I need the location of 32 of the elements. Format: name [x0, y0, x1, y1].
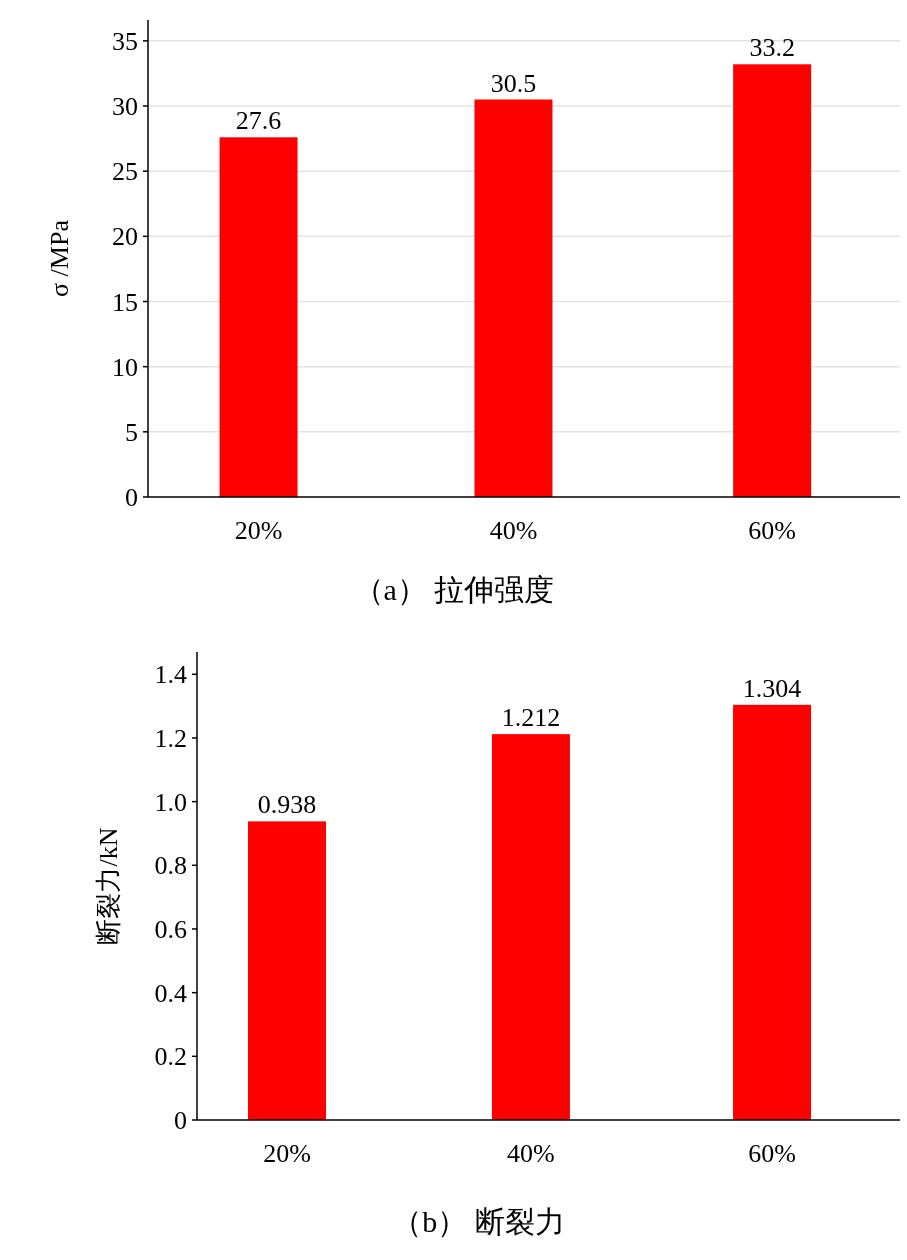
y-tick-label: 0.2: [154, 1042, 187, 1072]
data-label: 33.2: [749, 33, 795, 63]
y-tick-label: 30: [112, 92, 138, 122]
data-label: 30.5: [490, 68, 537, 98]
y-tick-label: 0.6: [154, 914, 187, 944]
text: （a） 拉伸强度: [353, 573, 555, 606]
x-tick-label: 20%: [234, 516, 283, 545]
y-tick-label: 10: [112, 352, 138, 382]
y-axis-title: 断裂力/kN: [94, 827, 123, 945]
y-tick-label: 25: [112, 157, 138, 187]
y-tick-label: 5: [125, 417, 138, 447]
y-tick-label: 0.8: [154, 851, 187, 881]
y-tick-label: 1.4: [154, 660, 187, 690]
y-tick-label: 1.2: [154, 723, 187, 753]
data-label: 1.304: [742, 673, 802, 703]
data-label: 27.6: [235, 106, 282, 136]
x-tick-label: 40%: [507, 1139, 555, 1168]
data-label: 0.938: [257, 790, 317, 820]
x-tick-label: 20%: [263, 1139, 311, 1168]
y-tick-label: 1.0: [154, 787, 187, 817]
text: （b） 断裂力: [392, 1205, 565, 1238]
y-tick-label: 0: [125, 483, 138, 512]
y-tick-label: 0: [174, 1106, 187, 1135]
y-axis-title: σ /MPa: [45, 219, 74, 297]
x-tick-label: 60%: [748, 516, 796, 545]
x-tick-label: 60%: [748, 1139, 796, 1168]
y-tick-label: 0.4: [154, 978, 187, 1008]
data-label: 1.212: [501, 703, 561, 733]
y-tick-label: 20: [112, 222, 138, 252]
y-tick-label: 15: [112, 287, 138, 317]
x-tick-label: 40%: [489, 516, 538, 545]
y-tick-label: 35: [112, 26, 138, 56]
